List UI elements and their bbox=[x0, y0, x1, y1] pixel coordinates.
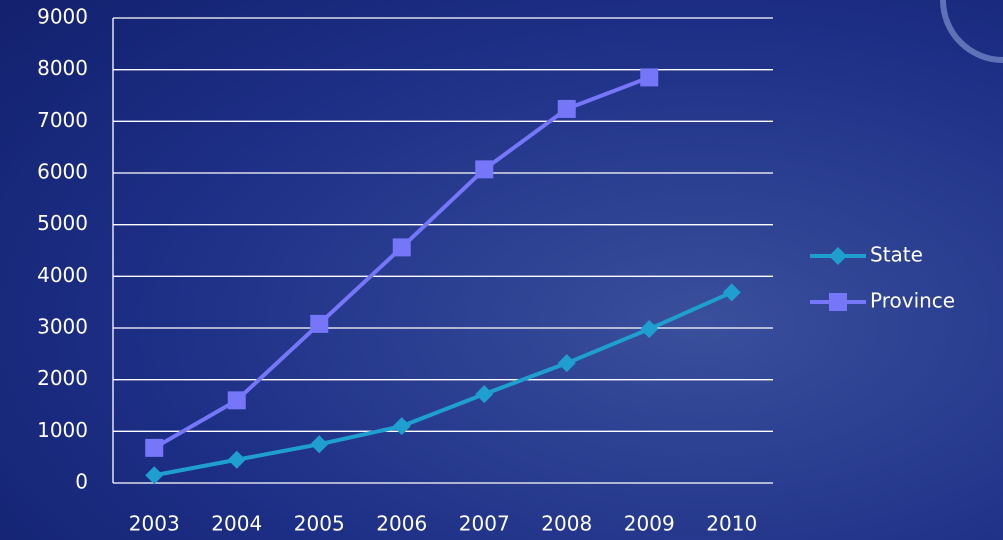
x-tick-label: 2008 bbox=[541, 512, 592, 536]
y-tick-label: 3000 bbox=[37, 315, 88, 339]
y-tick-label: 8000 bbox=[37, 56, 88, 80]
y-tick-label: 9000 bbox=[37, 5, 88, 29]
y-tick-label: 7000 bbox=[37, 108, 88, 132]
data-point bbox=[640, 68, 659, 87]
data-point bbox=[392, 417, 411, 436]
data-point bbox=[557, 99, 576, 118]
x-tick-label: 2005 bbox=[294, 512, 345, 536]
data-point bbox=[145, 466, 164, 485]
x-tick-label: 2007 bbox=[459, 512, 510, 536]
x-tick-label: 2004 bbox=[211, 512, 262, 536]
series-line bbox=[153, 290, 733, 478]
data-point bbox=[227, 391, 246, 410]
data-point bbox=[145, 438, 164, 457]
data-point bbox=[640, 320, 659, 339]
data-point bbox=[310, 314, 329, 333]
y-tick-label: 2000 bbox=[37, 366, 88, 390]
data-point bbox=[722, 283, 741, 302]
data-point bbox=[310, 435, 329, 454]
y-tick-label: 6000 bbox=[37, 160, 88, 184]
legend-label: Province bbox=[870, 289, 955, 313]
x-tick-label: 2010 bbox=[706, 512, 757, 536]
y-tick-label: 5000 bbox=[37, 211, 88, 235]
legend-marker bbox=[829, 293, 847, 311]
y-tick-label: 1000 bbox=[37, 418, 88, 442]
data-point bbox=[227, 450, 246, 469]
legend-marker bbox=[829, 247, 847, 265]
legend-label: State bbox=[870, 243, 923, 267]
data-point bbox=[392, 238, 411, 257]
data-point bbox=[557, 354, 576, 373]
x-tick-label: 2003 bbox=[129, 512, 180, 536]
data-point bbox=[475, 385, 494, 404]
x-tick-label: 2009 bbox=[624, 512, 675, 536]
y-tick-label: 4000 bbox=[37, 263, 88, 287]
x-tick-label: 2006 bbox=[376, 512, 427, 536]
y-tick-label: 0 bbox=[75, 470, 88, 494]
data-point bbox=[475, 160, 494, 179]
